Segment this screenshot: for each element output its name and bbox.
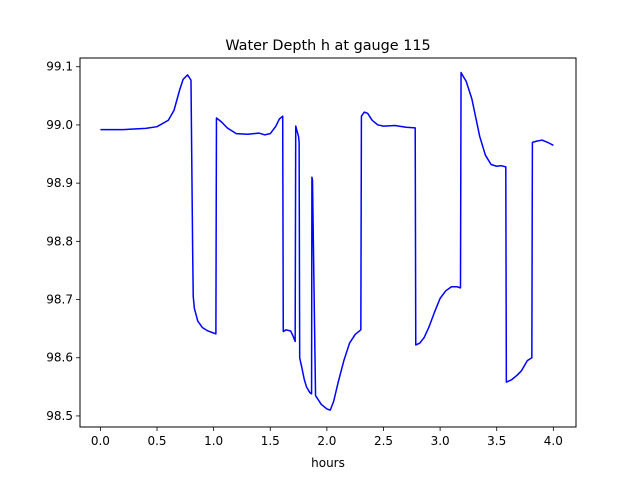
y-tick-label: 98.6 [46, 351, 73, 365]
x-tick-label: 3.0 [431, 434, 450, 448]
y-tick-label: 98.7 [46, 293, 73, 307]
x-tick-label: 2.0 [317, 434, 336, 448]
x-tick-label: 2.5 [374, 434, 393, 448]
series-line-0 [100, 71, 554, 411]
x-tick-label: 0.5 [147, 434, 166, 448]
plot-frame [79, 57, 577, 428]
x-tick-label: 3.5 [487, 434, 506, 448]
y-tick-label: 98.9 [46, 176, 73, 190]
y-axis: 98.5 98.6 98.7 98.8 98.9 99.0 99.1 [46, 60, 80, 423]
x-tick-label: 1.5 [261, 434, 280, 448]
plot-area [100, 71, 554, 411]
y-tick-label: 98.5 [46, 409, 73, 423]
chart-title: Water Depth h at gauge 115 [225, 38, 430, 54]
x-tick-label: 0.0 [91, 434, 110, 448]
x-axis-label: hours [311, 456, 345, 470]
x-tick-label: 4.0 [544, 434, 563, 448]
x-axis: 0.0 0.5 1.0 1.5 2.0 2.5 3.0 3.5 4.0 [91, 427, 563, 448]
x-tick-label: 1.0 [204, 434, 223, 448]
y-tick-label: 99.1 [46, 60, 73, 74]
y-tick-label: 98.8 [46, 234, 73, 248]
y-tick-label: 99.0 [46, 118, 73, 132]
